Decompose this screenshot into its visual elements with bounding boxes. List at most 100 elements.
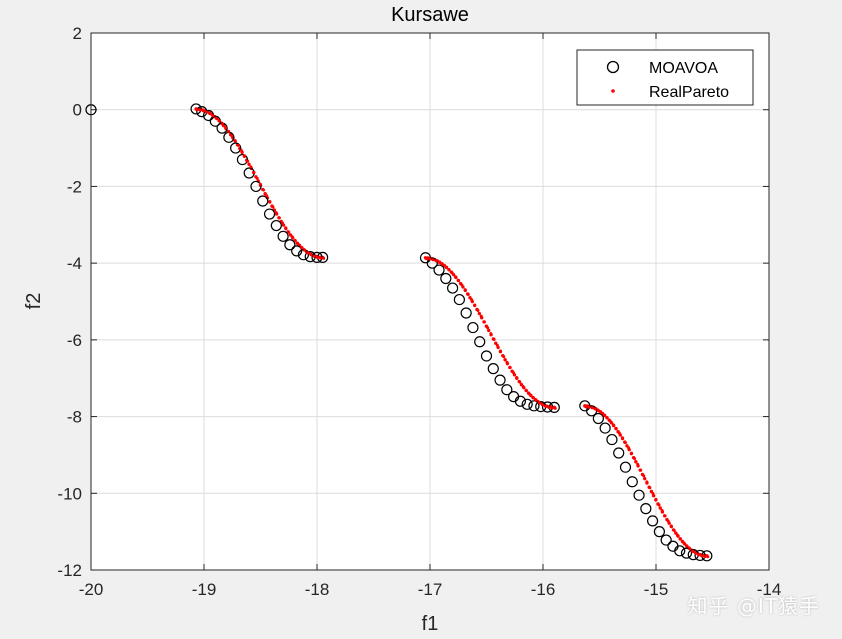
realpareto-point-overlay — [450, 271, 454, 275]
realpareto-point-overlay — [521, 384, 525, 388]
realpareto-point-overlay — [252, 171, 256, 175]
moavoa-point — [633, 489, 645, 501]
realpareto-point-overlay — [322, 256, 326, 260]
y-tick-label: 0 — [73, 101, 82, 120]
realpareto-point-overlay — [611, 423, 615, 427]
moavoa-point — [647, 515, 659, 527]
y-tick-label: -8 — [67, 408, 82, 427]
realpareto-point-overlay — [495, 343, 499, 347]
realpareto-point-overlay — [224, 126, 228, 130]
legend-label-realpareto: RealPareto — [649, 84, 729, 101]
realpareto-point-overlay — [306, 251, 310, 255]
realpareto-point-overlay — [486, 326, 490, 330]
realpareto-point-overlay — [660, 509, 664, 513]
tick-layer: -20 -19 -18 -17 -16 -15 -14-12-10-8-6-4-202 — [57, 24, 781, 599]
realpareto-point-overlay — [623, 441, 627, 445]
realpareto-point-overlay — [547, 405, 551, 409]
realpareto-point-overlay — [441, 262, 445, 266]
legend-label-moavoa: MOAVOA — [649, 60, 718, 77]
realpareto-point-overlay — [684, 544, 688, 548]
realpareto-point-overlay — [201, 109, 205, 113]
x-tick-label: -19 — [192, 580, 217, 599]
realpareto-point-overlay — [669, 524, 673, 528]
moavoa-point — [674, 545, 686, 557]
moavoa-point — [528, 400, 540, 412]
realpareto-point-overlay — [198, 108, 202, 112]
realpareto-point-overlay — [277, 216, 281, 220]
realpareto-point-overlay — [587, 405, 591, 409]
moavoa-point — [236, 153, 249, 166]
x-tick-label: -15 — [644, 580, 669, 599]
moavoa-point — [447, 282, 459, 294]
realpareto-point-overlay — [645, 480, 649, 484]
realpareto-point-overlay — [706, 555, 710, 559]
moavoa-point — [487, 363, 499, 375]
realpareto-point — [503, 358, 507, 362]
moavoa-point — [640, 503, 652, 515]
realpareto-point-overlay — [489, 332, 493, 336]
realpareto-point-overlay — [524, 388, 528, 392]
realpareto-point-overlay — [309, 253, 313, 257]
realpareto-point-overlay — [220, 122, 224, 126]
realpareto-point-overlay — [258, 182, 262, 186]
realpareto-point-overlay — [540, 403, 544, 407]
realpareto-point-overlay — [217, 119, 221, 123]
realpareto-point-overlay — [466, 292, 470, 296]
realpareto-point-overlay — [697, 553, 701, 557]
moavoa-point — [270, 219, 282, 232]
moavoa-point — [230, 142, 242, 154]
realpareto-point-overlay — [657, 503, 661, 507]
realpareto-point-overlay — [243, 154, 247, 158]
realpareto-point-overlay — [639, 468, 643, 472]
realpareto-point-overlay — [511, 371, 515, 375]
realpareto-point-overlay — [437, 260, 441, 264]
moavoa-point — [474, 336, 486, 348]
realpareto-point-overlay — [470, 298, 474, 302]
realpareto-point-overlay — [300, 245, 304, 249]
realpareto-point-overlay — [499, 349, 503, 353]
moavoa-point — [257, 195, 269, 207]
moavoa-point — [619, 461, 632, 473]
realpareto-point-overlay — [460, 283, 464, 287]
realpareto-point — [487, 328, 491, 333]
realpareto-point-overlay — [255, 176, 259, 180]
realpareto-point-overlay — [691, 549, 695, 553]
realpareto-point-overlay — [614, 427, 618, 431]
realpareto-point-overlay — [315, 255, 319, 259]
realpareto-point-overlay — [303, 248, 307, 252]
watermark-text: 知乎 @IT猿手 — [687, 594, 820, 618]
moavoa-point — [626, 476, 638, 488]
legend-marker-moavoa — [606, 60, 620, 74]
realpareto-point-overlay — [508, 366, 512, 370]
moavoa-point — [311, 251, 323, 263]
realpareto-point-overlay — [293, 239, 297, 243]
realpareto-point-overlay — [424, 257, 428, 261]
data-layer — [85, 103, 713, 562]
realpareto-point-overlay — [473, 303, 477, 307]
realpareto-point-overlay — [233, 139, 237, 143]
moavoa-point — [460, 307, 472, 319]
moavoa-point — [250, 180, 262, 193]
realpareto-point-overlay — [599, 411, 603, 415]
realpareto-point-overlay — [428, 257, 432, 261]
moavoa-point — [613, 447, 625, 459]
realpareto-point-overlay — [537, 401, 541, 405]
realpareto-point-overlay — [492, 337, 496, 341]
realpareto-point-overlay — [550, 406, 554, 410]
moavoa-point — [263, 208, 276, 220]
grid-lines — [91, 33, 769, 570]
realpareto-point-overlay — [447, 268, 451, 272]
moavoa-point — [660, 534, 672, 546]
realpareto-point — [477, 311, 482, 316]
realpareto-point — [658, 506, 662, 510]
moavoa-point — [653, 526, 665, 538]
realpareto-point-overlay — [195, 108, 199, 112]
realpareto-point-overlay — [246, 159, 250, 163]
realpareto-point-overlay — [590, 406, 594, 410]
legend-box — [576, 49, 754, 106]
realpareto-point-overlay — [318, 256, 322, 260]
realpareto-point-overlay — [681, 540, 685, 544]
realpareto-point-overlay — [265, 194, 269, 198]
moavoa-point — [680, 547, 693, 559]
